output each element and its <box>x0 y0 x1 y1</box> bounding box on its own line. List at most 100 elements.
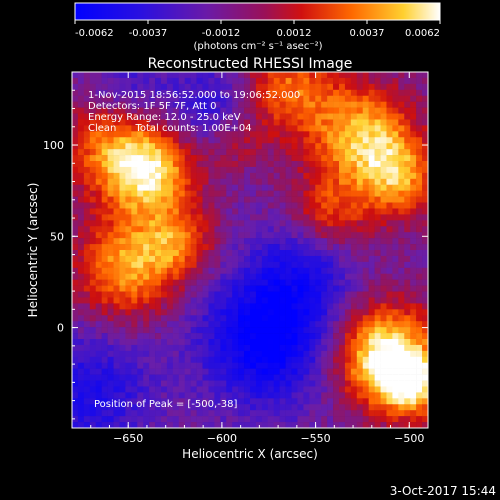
image-pixel <box>95 422 102 428</box>
image-pixel <box>214 315 221 322</box>
image-pixel <box>315 143 322 150</box>
image-pixel <box>226 238 233 245</box>
image-pixel <box>214 356 221 364</box>
image-pixel <box>297 410 304 417</box>
image-pixel <box>184 232 191 239</box>
image-pixel <box>208 350 215 358</box>
image-pixel <box>208 368 215 375</box>
image-pixel <box>89 291 97 298</box>
image-pixel <box>107 202 114 209</box>
image-pixel <box>327 238 334 245</box>
image-pixel <box>374 196 381 203</box>
image-pixel <box>374 149 381 156</box>
image-pixel <box>315 137 322 144</box>
image-pixel <box>392 291 399 298</box>
image-pixel <box>184 356 191 364</box>
image-pixel <box>267 107 275 114</box>
image-pixel <box>202 89 209 97</box>
image-pixel <box>172 386 180 393</box>
image-pixel <box>309 291 316 298</box>
image-pixel <box>196 250 203 257</box>
info-line-energy: Energy Range: 12.0 - 25.0 keV <box>88 112 241 123</box>
image-pixel <box>416 250 423 257</box>
image-pixel <box>309 261 316 269</box>
image-pixel <box>392 232 399 239</box>
image-pixel <box>101 89 108 97</box>
image-pixel <box>214 220 221 227</box>
image-pixel <box>356 309 364 316</box>
image-pixel <box>404 107 411 114</box>
image-pixel <box>309 303 316 310</box>
image-pixel <box>350 321 358 328</box>
image-pixel <box>214 214 221 221</box>
image-pixel <box>297 374 304 381</box>
image-pixel <box>172 101 180 108</box>
image-pixel <box>226 77 233 85</box>
image-pixel <box>178 303 186 310</box>
image-pixel <box>72 250 79 257</box>
image-pixel <box>190 422 197 428</box>
image-pixel <box>386 196 393 203</box>
image-pixel <box>279 285 286 292</box>
image-pixel <box>362 89 369 97</box>
image-pixel <box>125 143 132 150</box>
image-pixel <box>303 208 310 215</box>
image-pixel <box>155 321 162 328</box>
image-pixel <box>125 208 132 215</box>
image-pixel <box>143 125 150 132</box>
image-pixel <box>149 386 156 393</box>
image-pixel <box>291 368 298 375</box>
image-pixel <box>143 113 150 120</box>
image-pixel <box>125 244 132 251</box>
image-pixel <box>143 362 150 369</box>
image-pixel <box>297 368 304 375</box>
image-pixel <box>184 416 191 423</box>
image-pixel <box>392 196 399 203</box>
image-pixel <box>178 350 186 358</box>
image-pixel <box>131 255 138 263</box>
image-pixel <box>238 279 245 286</box>
image-pixel <box>244 285 251 292</box>
image-pixel <box>398 131 405 138</box>
image-pixel <box>226 125 233 132</box>
image-pixel <box>339 327 346 334</box>
image-pixel <box>350 244 358 251</box>
image-pixel <box>250 166 257 174</box>
image-pixel <box>315 368 322 375</box>
image-pixel <box>202 77 209 85</box>
image-pixel <box>344 166 352 174</box>
image-pixel <box>72 196 79 203</box>
image-pixel <box>220 380 227 387</box>
image-pixel <box>226 410 233 417</box>
image-pixel <box>291 410 298 417</box>
image-pixel <box>226 350 233 358</box>
image-pixel <box>410 273 417 280</box>
image-pixel <box>327 422 334 428</box>
image-pixel <box>380 398 387 405</box>
image-pixel <box>374 350 381 358</box>
image-pixel <box>166 220 174 227</box>
image-pixel <box>321 131 328 138</box>
image-pixel <box>356 107 364 114</box>
image-pixel <box>374 184 381 191</box>
image-pixel <box>309 202 316 209</box>
image-pixel <box>172 303 180 310</box>
image-pixel <box>285 250 292 257</box>
image-pixel <box>404 362 411 369</box>
image-pixel <box>119 374 126 381</box>
image-pixel <box>101 107 108 114</box>
image-pixel <box>374 131 381 138</box>
image-pixel <box>196 125 203 132</box>
image-pixel <box>386 398 393 405</box>
image-pixel <box>422 202 428 209</box>
image-pixel <box>291 101 298 108</box>
image-pixel <box>380 196 387 203</box>
image-pixel <box>327 380 334 387</box>
image-pixel <box>220 161 227 168</box>
image-pixel <box>184 101 191 108</box>
image-pixel <box>291 155 298 162</box>
image-pixel <box>226 72 233 79</box>
image-pixel <box>214 368 221 375</box>
image-pixel <box>190 244 197 251</box>
image-pixel <box>83 339 91 346</box>
